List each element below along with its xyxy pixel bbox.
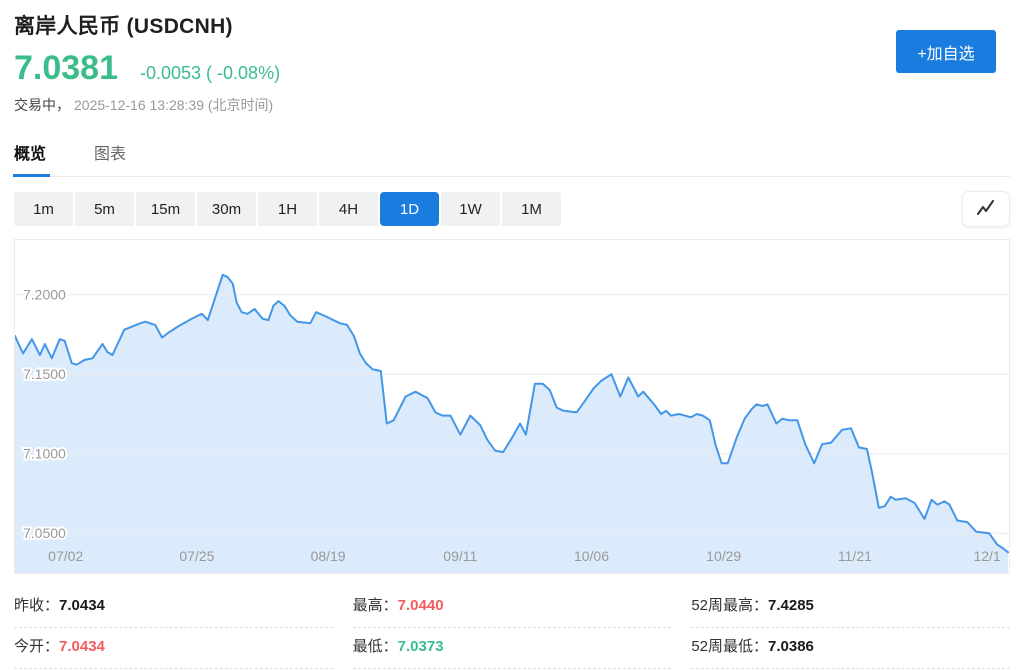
x-axis-tick: 10/29	[706, 548, 741, 564]
y-axis-tick: 7.1500	[23, 366, 66, 382]
stat-label: 最低：	[352, 638, 398, 655]
range-button-1M[interactable]: 1M	[502, 192, 561, 226]
quote-timestamp: 2025-12-16 13:28:39 (北京时间)	[74, 97, 274, 113]
stat-最高: 最高：7.0440	[352, 587, 672, 628]
range-button-5m[interactable]: 5m	[75, 192, 134, 226]
range-button-1D[interactable]: 1D	[380, 192, 439, 226]
stat-最低: 最低：7.0373	[352, 628, 672, 669]
x-axis-tick: 07/25	[179, 548, 214, 564]
quote-stats: 昨收：7.0434 最高：7.0440 52周最高：7.4285 今开：7.0434 最…	[14, 587, 1010, 669]
stat-52周最高: 52周最高：7.4285	[691, 587, 1010, 628]
chart-toolbar: 1m 5m 15m 30m 1H 4H 1D 1W 1M	[14, 191, 1010, 227]
stat-value: 7.0373	[397, 638, 444, 655]
stat-今开: 今开：7.0434	[14, 628, 333, 669]
last-price: 7.0381	[14, 49, 118, 87]
range-button-4H[interactable]: 4H	[319, 192, 378, 226]
stat-label: 52周最低：	[691, 638, 769, 655]
x-axis-tick: 08/19	[311, 548, 346, 564]
stat-昨收: 昨收：7.0434	[14, 587, 333, 628]
range-button-1m[interactable]: 1m	[14, 192, 73, 226]
price-row: 7.0381 -0.0053 ( -0.08%)	[14, 49, 1010, 88]
y-axis-tick: 7.1000	[23, 446, 66, 462]
range-button-15m[interactable]: 15m	[136, 192, 195, 226]
tab-chart[interactable]: 图表	[94, 146, 127, 163]
stat-52周最低: 52周最低：7.0386	[691, 628, 1010, 669]
stat-label: 昨收：	[14, 597, 60, 614]
instrument-title: 离岸人民币 (USDCNH)	[14, 15, 233, 38]
range-button-1W[interactable]: 1W	[441, 192, 500, 226]
y-axis-tick: 7.2000	[23, 287, 66, 303]
stat-value: 7.0434	[59, 597, 105, 614]
x-axis-tick: 10/06	[574, 548, 609, 564]
chart-style-button[interactable]	[962, 191, 1010, 227]
tab-overview[interactable]: 概览	[12, 140, 51, 177]
stat-value: 7.0440	[397, 597, 444, 614]
stat-label: 今开：	[14, 638, 60, 655]
tab-bar: 概览 图表	[12, 140, 1010, 177]
stat-value: 7.0386	[768, 638, 814, 655]
time-range-group: 1m 5m 15m 30m 1H 4H 1D 1W 1M	[14, 192, 561, 226]
stat-label: 52周最高：	[691, 597, 769, 614]
trading-status: 交易中，	[14, 97, 70, 113]
stat-value: 7.0434	[59, 638, 105, 655]
range-button-30m[interactable]: 30m	[197, 192, 256, 226]
price-change: -0.0053 ( -0.08%)	[140, 63, 281, 83]
quote-header: 离岸人民币 (USDCNH) 7.0381 -0.0053 ( -0.08%) …	[14, 0, 1010, 115]
x-axis-tick: 11/21	[838, 548, 872, 564]
trading-status-row: 交易中， 2025-12-16 13:28:39 (北京时间)	[14, 95, 1010, 115]
x-axis-tick: 09/11	[443, 548, 477, 564]
series-area-fill	[15, 274, 1008, 573]
trend-line-icon	[975, 198, 997, 221]
series-line	[15, 273, 1009, 554]
stat-value: 7.4285	[768, 597, 814, 614]
chart-canvas[interactable]: 7.2000 7.1500 7.1000 7.0500 07/02 07/25 08/19 0…	[15, 240, 1009, 573]
price-chart[interactable]: 7.2000 7.1500 7.1000 7.0500 07/02 07/25 08/19 0…	[14, 239, 1010, 574]
y-axis-tick: 7.0500	[23, 525, 66, 541]
range-button-1H[interactable]: 1H	[258, 192, 317, 226]
x-axis-tick: 07/02	[48, 548, 83, 564]
add-watchlist-button[interactable]: +加自选	[896, 30, 996, 73]
stat-label: 最高：	[352, 597, 398, 614]
x-axis-tick: 12/1	[973, 548, 1000, 564]
